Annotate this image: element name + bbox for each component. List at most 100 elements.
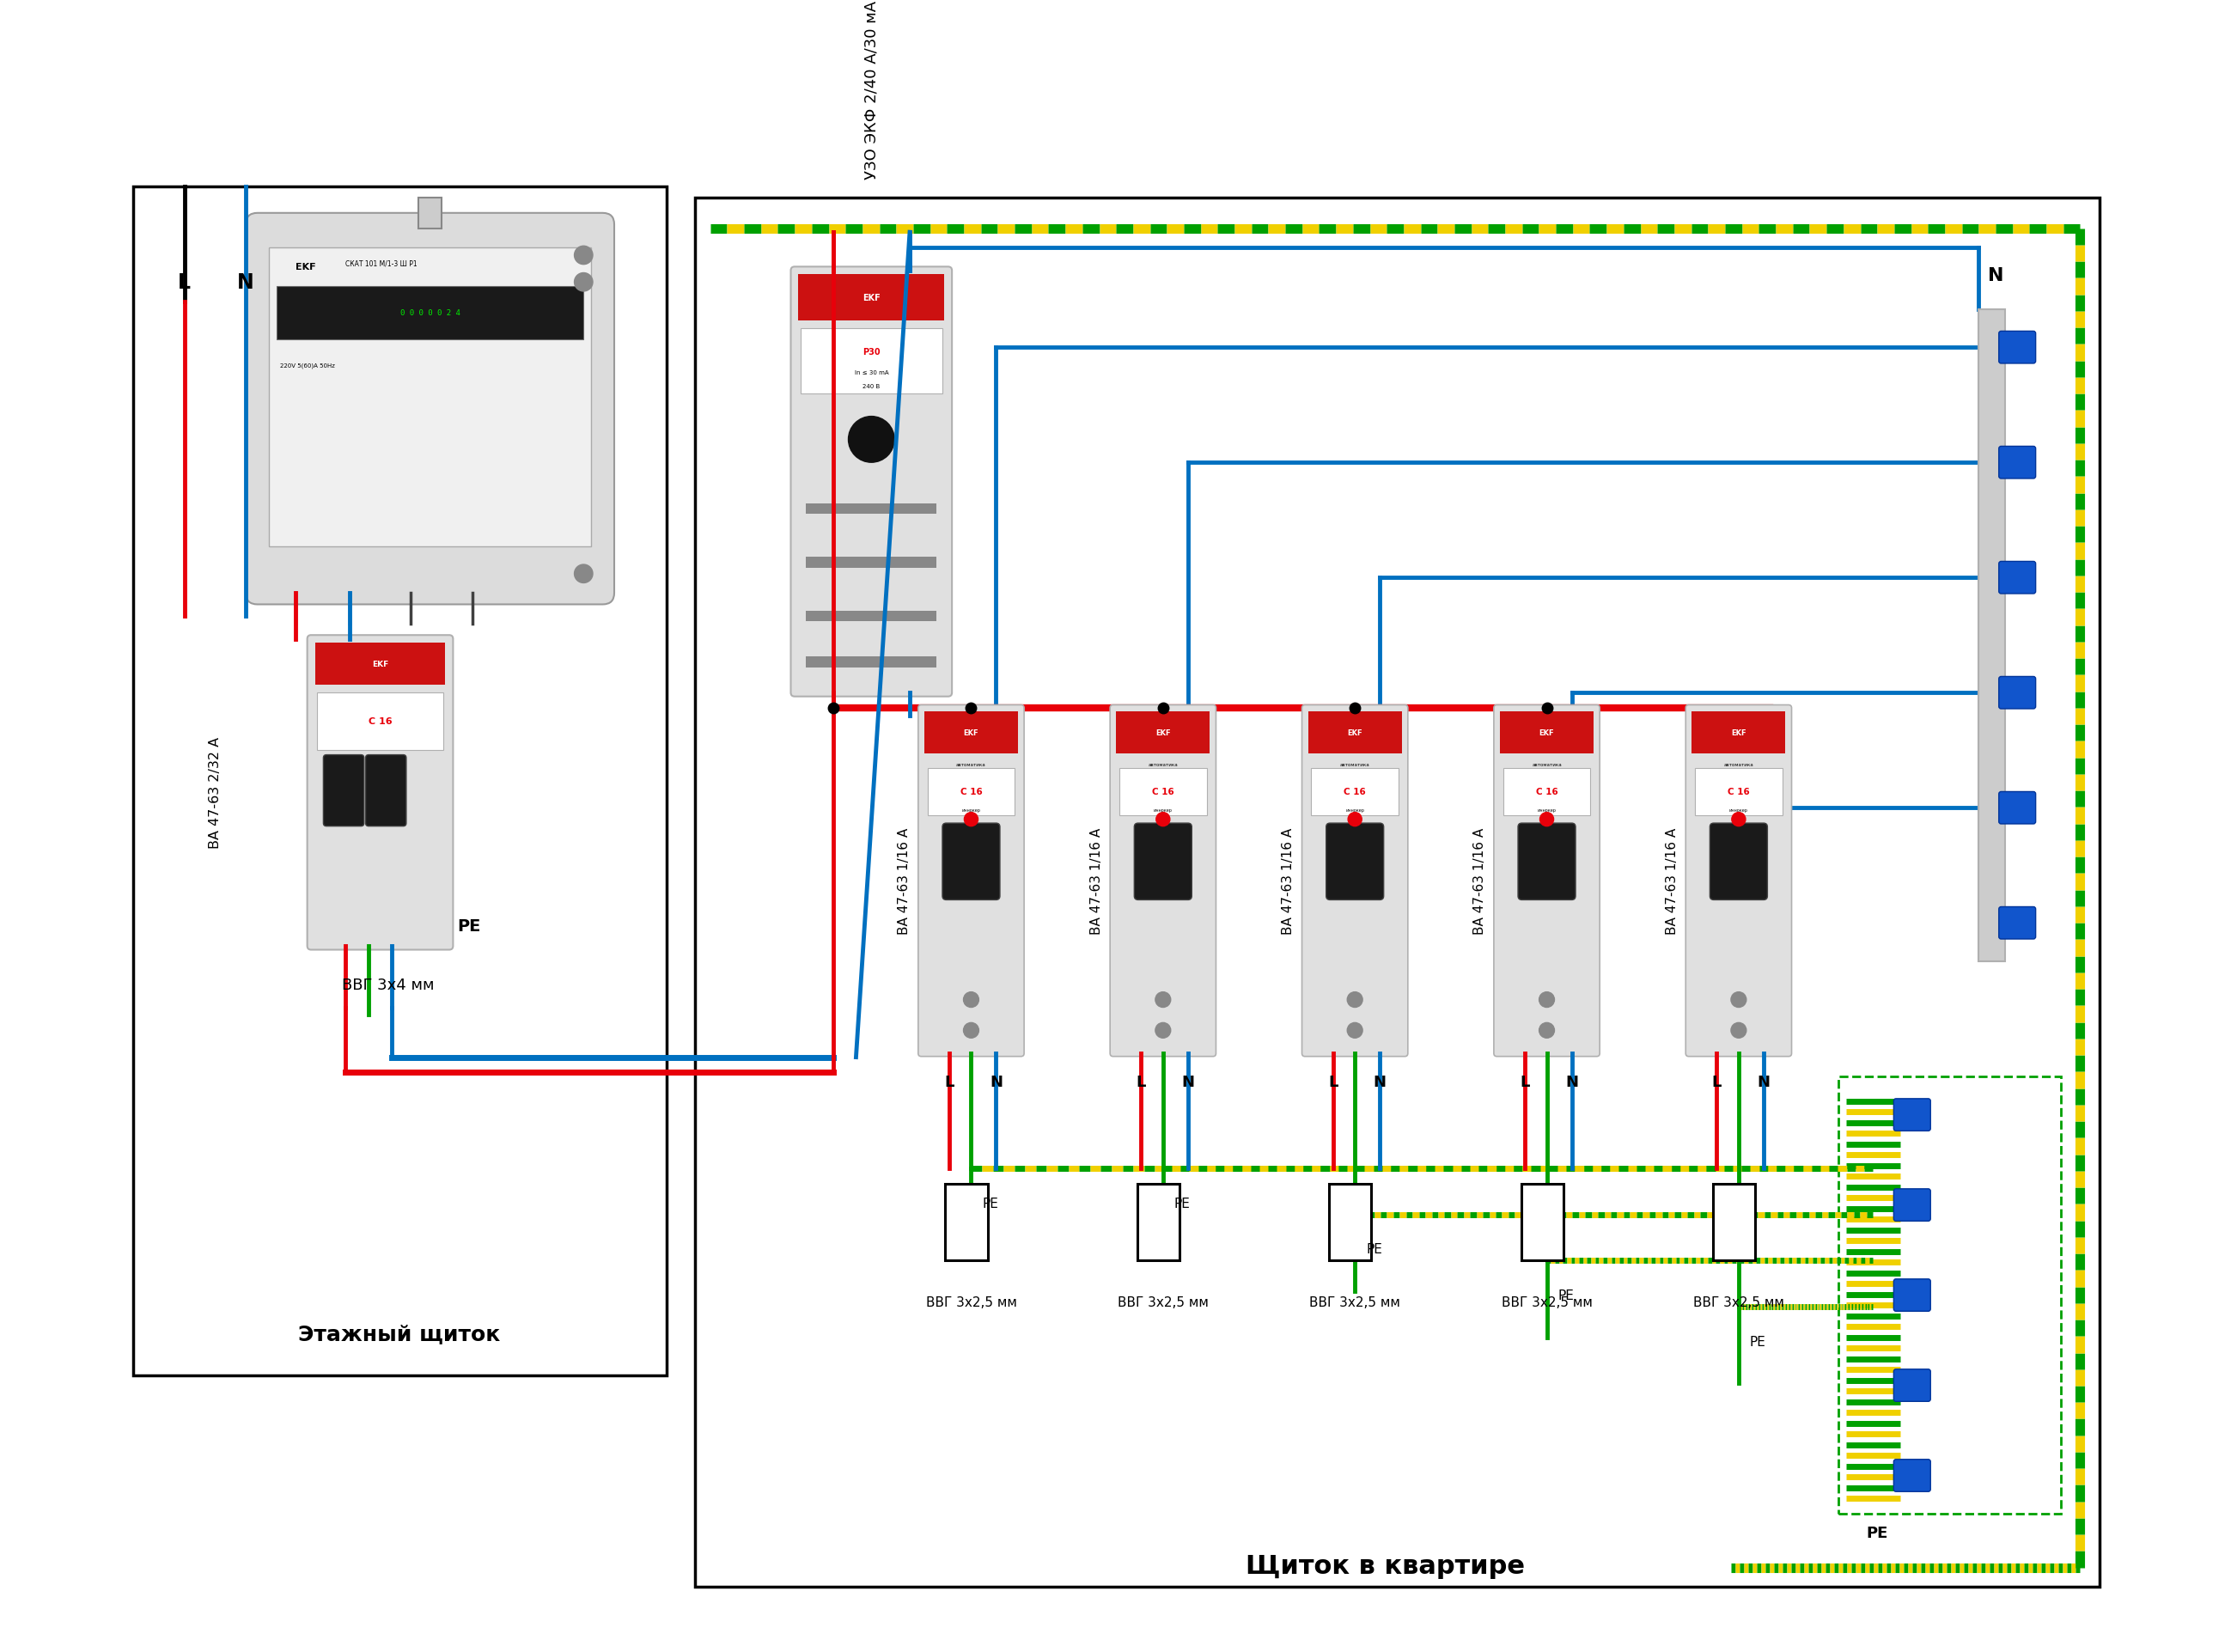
- Circle shape: [1539, 1023, 1555, 1039]
- Text: ВА 47-63 1/16 А: ВА 47-63 1/16 А: [1474, 828, 1485, 935]
- Circle shape: [1154, 1023, 1170, 1039]
- Text: СКАТ 101 М/1-3 Ш Р1: СКАТ 101 М/1-3 Ш Р1: [347, 259, 418, 268]
- Text: C 16: C 16: [1152, 788, 1174, 796]
- Text: 240 B: 240 B: [863, 383, 879, 388]
- Text: ВА 47-63 2/32 А: ВА 47-63 2/32 А: [208, 737, 221, 849]
- Text: ВА 47-63 1/16 А: ВА 47-63 1/16 А: [897, 828, 910, 935]
- Text: C 16: C 16: [960, 788, 982, 796]
- Circle shape: [575, 246, 593, 264]
- Text: EKF: EKF: [1157, 729, 1170, 737]
- FancyBboxPatch shape: [1519, 823, 1575, 900]
- Bar: [805, 657, 937, 667]
- Bar: [1521, 1184, 1564, 1260]
- Text: ВВГ 3х2,5 мм: ВВГ 3х2,5 мм: [1501, 1295, 1593, 1308]
- Bar: [924, 712, 1018, 753]
- Text: иннокер: иннокер: [962, 808, 980, 813]
- Text: автоматика: автоматика: [1148, 762, 1179, 767]
- Text: PE: PE: [1557, 1289, 1575, 1302]
- FancyBboxPatch shape: [1709, 823, 1767, 900]
- Text: EKF: EKF: [1731, 729, 1747, 737]
- Text: автоматика: автоматика: [1725, 762, 1754, 767]
- Text: 220V 5(60)A 50Hz: 220V 5(60)A 50Hz: [280, 363, 336, 368]
- Text: автоматика: автоматика: [955, 762, 987, 767]
- Text: EKF: EKF: [964, 729, 980, 737]
- Bar: [1311, 768, 1398, 816]
- Circle shape: [1731, 993, 1747, 1008]
- FancyBboxPatch shape: [2000, 677, 2036, 709]
- Text: C 16: C 16: [1727, 788, 1749, 796]
- Bar: [696, 198, 2098, 1588]
- Text: 0 0 0 0 0 2 4: 0 0 0 0 0 2 4: [400, 309, 461, 317]
- Bar: [268, 248, 591, 547]
- Text: иннокер: иннокер: [1729, 808, 1747, 813]
- FancyBboxPatch shape: [1302, 705, 1407, 1057]
- Circle shape: [1347, 1023, 1362, 1039]
- Bar: [801, 329, 942, 393]
- Bar: [132, 187, 667, 1376]
- Bar: [1329, 1184, 1371, 1260]
- Bar: [277, 286, 584, 340]
- Circle shape: [1157, 813, 1170, 826]
- Text: PE: PE: [1367, 1242, 1382, 1256]
- Bar: [318, 694, 443, 750]
- Circle shape: [1539, 813, 1555, 826]
- Text: автоматика: автоматика: [1340, 762, 1369, 767]
- FancyBboxPatch shape: [1494, 705, 1599, 1057]
- Bar: [1309, 712, 1403, 753]
- Bar: [1136, 1184, 1179, 1260]
- Text: PE: PE: [1749, 1335, 1765, 1348]
- Text: ВА 47-63 1/16 А: ВА 47-63 1/16 А: [1282, 828, 1295, 935]
- FancyBboxPatch shape: [1895, 1370, 1931, 1401]
- FancyBboxPatch shape: [324, 755, 365, 826]
- FancyBboxPatch shape: [1110, 705, 1217, 1057]
- Text: ВВГ 3х2,5 мм: ВВГ 3х2,5 мм: [1118, 1295, 1208, 1308]
- Bar: [1501, 712, 1593, 753]
- Circle shape: [1347, 993, 1362, 1008]
- FancyBboxPatch shape: [2000, 791, 2036, 824]
- Text: L: L: [944, 1074, 953, 1089]
- Text: N: N: [1566, 1074, 1577, 1089]
- FancyBboxPatch shape: [306, 636, 454, 950]
- FancyBboxPatch shape: [1895, 1459, 1931, 1492]
- Text: PE: PE: [456, 919, 481, 935]
- FancyBboxPatch shape: [917, 705, 1025, 1057]
- Bar: [946, 1184, 987, 1260]
- Text: EKF: EKF: [1347, 729, 1362, 737]
- FancyBboxPatch shape: [1895, 1189, 1931, 1221]
- Text: C 16: C 16: [1537, 788, 1557, 796]
- FancyBboxPatch shape: [246, 213, 615, 605]
- Circle shape: [1539, 993, 1555, 1008]
- FancyBboxPatch shape: [1895, 1279, 1931, 1312]
- Bar: [805, 504, 937, 514]
- Bar: [799, 274, 944, 320]
- Text: PE: PE: [982, 1196, 998, 1209]
- Circle shape: [1349, 813, 1362, 826]
- Text: иннокер: иннокер: [1154, 808, 1172, 813]
- Bar: [418, 198, 441, 230]
- Bar: [805, 557, 937, 568]
- Bar: [928, 768, 1016, 816]
- Text: N: N: [1989, 266, 2004, 284]
- Text: PE: PE: [1866, 1525, 1888, 1540]
- Circle shape: [964, 1023, 980, 1039]
- Text: автоматика: автоматика: [1532, 762, 1561, 767]
- Text: P30: P30: [863, 347, 879, 357]
- Text: L: L: [1711, 1074, 1722, 1089]
- Text: УЗО ЭКФ 2/40 А/30 мА: УЗО ЭКФ 2/40 А/30 мА: [863, 0, 879, 178]
- Text: ВВГ 3х2,5 мм: ВВГ 3х2,5 мм: [1693, 1295, 1785, 1308]
- Circle shape: [964, 993, 980, 1008]
- Text: In ≤ 30 mA: In ≤ 30 mA: [855, 370, 888, 375]
- Text: C 16: C 16: [369, 717, 391, 725]
- Text: N: N: [989, 1074, 1002, 1089]
- Bar: [1714, 1184, 1756, 1260]
- Circle shape: [575, 274, 593, 292]
- Circle shape: [848, 416, 895, 463]
- Text: N: N: [1756, 1074, 1769, 1089]
- Bar: [1116, 712, 1210, 753]
- FancyBboxPatch shape: [2000, 446, 2036, 479]
- Circle shape: [575, 565, 593, 583]
- Text: Этажный щиток: Этажный щиток: [298, 1323, 501, 1345]
- Text: ВА 47-63 1/16 А: ВА 47-63 1/16 А: [1664, 828, 1678, 935]
- Circle shape: [1154, 993, 1170, 1008]
- FancyBboxPatch shape: [2000, 332, 2036, 363]
